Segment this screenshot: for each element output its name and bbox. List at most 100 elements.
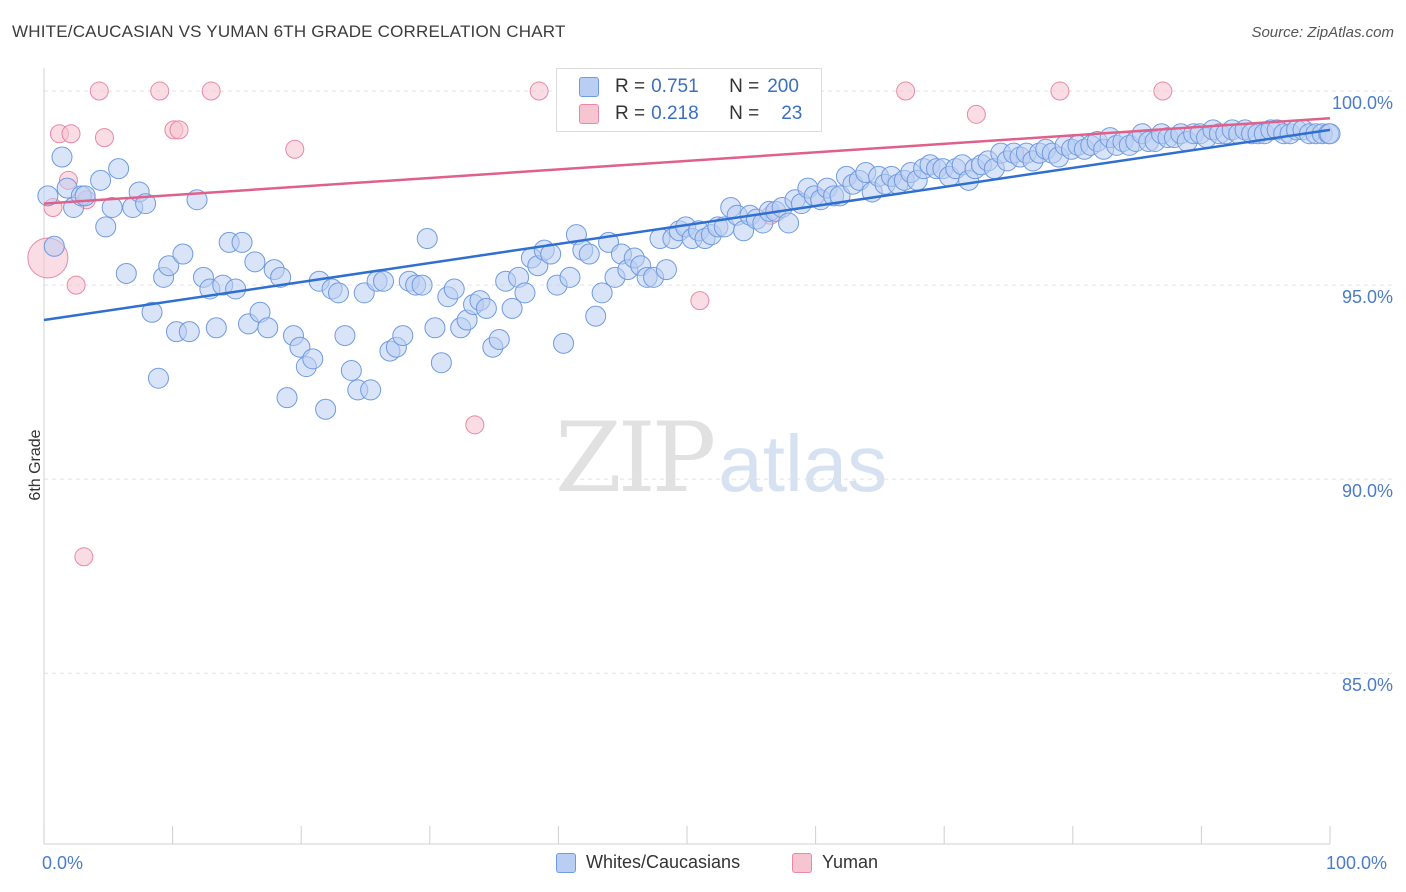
y-tick-label: 90.0% — [1342, 481, 1393, 501]
yuman-point — [169, 120, 189, 140]
whites-point — [205, 317, 227, 339]
whites-point — [424, 317, 446, 339]
r-label: R = — [615, 103, 646, 124]
whites-point — [475, 297, 497, 319]
whites-point — [74, 185, 96, 207]
whites-point — [430, 352, 452, 374]
whites-point — [231, 231, 253, 253]
whites-point — [276, 387, 298, 409]
y-tick-label: 95.0% — [1342, 287, 1393, 307]
stats-box: R = 0.751 N = 200 R = 0.218 N = 23 — [556, 68, 822, 132]
yuman-point — [61, 124, 81, 144]
whites-point — [302, 348, 324, 370]
whites-point — [141, 301, 163, 323]
yuman-point — [285, 139, 305, 159]
yuman-point — [1153, 81, 1173, 101]
yuman-swatch — [579, 104, 599, 124]
whites-point — [158, 255, 180, 277]
n-value: 200 — [767, 76, 799, 97]
yuman-point — [966, 104, 986, 124]
stats-row-yuman: R = 0.218 N = 23 — [579, 102, 802, 126]
whites-point — [51, 146, 73, 168]
whites-point — [443, 278, 465, 300]
yuman-point — [896, 81, 916, 101]
legend-item-yuman: Yuman — [792, 852, 878, 873]
r-value: 0.218 — [651, 103, 699, 124]
chart-title: WHITE/CAUCASIAN VS YUMAN 6TH GRADE CORRE… — [12, 22, 566, 41]
watermark-zip: ZIP — [555, 402, 716, 514]
yuman-trendline — [43, 116, 1331, 205]
grid-lines — [44, 90, 1394, 674]
whites-point — [488, 328, 510, 350]
whites-point — [501, 297, 523, 319]
whites-point — [334, 325, 356, 347]
whites-point — [147, 367, 169, 389]
legend-swatch-whites — [556, 852, 576, 873]
yuman-point — [529, 81, 549, 101]
r-label: R = — [615, 76, 646, 97]
y-tick-labels: 85.0% 90.0% 95.0% 100.0% — [1332, 93, 1393, 695]
yuman-point — [690, 291, 710, 311]
whites-point — [101, 196, 123, 218]
whites-point — [115, 262, 137, 284]
r-value: 0.751 — [651, 76, 699, 97]
legend: Whites/Caucasians Yuman — [0, 852, 1406, 878]
yuman-point — [89, 81, 109, 101]
legend-label-whites: Whites/Caucasians — [586, 852, 741, 872]
whites-point — [778, 212, 800, 234]
whites-point — [43, 235, 65, 257]
whites-swatch — [579, 77, 599, 97]
whites-points — [37, 119, 1341, 420]
whites-point — [327, 282, 349, 304]
whites-point — [270, 266, 292, 288]
whites-point — [1319, 123, 1341, 145]
yuman-point — [150, 81, 170, 101]
legend-item-whites: Whites/Caucasians — [556, 852, 740, 873]
trendlines — [43, 116, 1331, 322]
legend-swatch-yuman — [792, 852, 812, 873]
yuman-point — [66, 275, 86, 295]
whites-point — [514, 282, 536, 304]
whites-point — [411, 274, 433, 296]
whites-point — [108, 158, 130, 180]
yuman-point — [201, 81, 221, 101]
whites-point — [340, 359, 362, 381]
source-label: Source: ZipAtlas.com — [1251, 24, 1394, 41]
whites-point — [172, 243, 194, 265]
whites-point — [559, 266, 581, 288]
whites-point — [373, 270, 395, 292]
legend-label-yuman: Yuman — [822, 852, 879, 872]
whites-point — [95, 216, 117, 238]
whites-point — [315, 398, 337, 420]
n-label: N = — [729, 103, 760, 124]
y-axis-label: 6th Grade — [27, 429, 44, 501]
whites-trendline — [43, 128, 1331, 322]
axes — [43, 68, 1331, 845]
n-value: 23 — [781, 103, 803, 124]
y-tick-label: 85.0% — [1342, 675, 1393, 695]
whites-point — [360, 379, 382, 401]
whites-point — [591, 282, 613, 304]
whites-point — [655, 259, 677, 281]
whites-point — [392, 325, 414, 347]
whites-point — [90, 169, 112, 191]
whites-point — [37, 185, 59, 207]
watermark-atlas: atlas — [718, 419, 888, 508]
yuman-point — [465, 415, 485, 435]
yuman-point — [74, 547, 94, 567]
x-tick-label-min: 0.0% — [42, 853, 84, 873]
whites-point — [578, 243, 600, 265]
whites-point — [225, 278, 247, 300]
whites-point — [416, 228, 438, 250]
whites-point — [585, 305, 607, 327]
yuman-point — [1050, 81, 1070, 101]
whites-point — [553, 332, 575, 354]
whites-point — [257, 317, 279, 339]
whites-point — [135, 193, 157, 215]
stats-row-whites: R = 0.751 N = 200 — [579, 75, 799, 99]
x-tick-label-max: 100.0% — [1326, 853, 1388, 873]
yuman-point — [94, 128, 114, 148]
watermark: ZIPatlas — [555, 402, 887, 514]
whites-point — [244, 251, 266, 273]
